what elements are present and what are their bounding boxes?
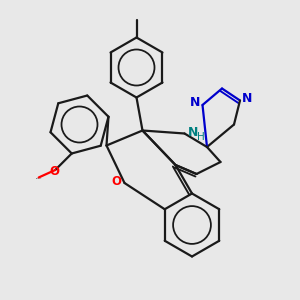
- Text: methoxy: methoxy: [36, 178, 42, 179]
- Text: O: O: [49, 165, 59, 178]
- Text: N: N: [190, 96, 200, 109]
- Text: H: H: [197, 131, 205, 142]
- Text: O: O: [111, 175, 121, 188]
- Text: N: N: [242, 92, 253, 105]
- Text: N: N: [188, 125, 199, 139]
